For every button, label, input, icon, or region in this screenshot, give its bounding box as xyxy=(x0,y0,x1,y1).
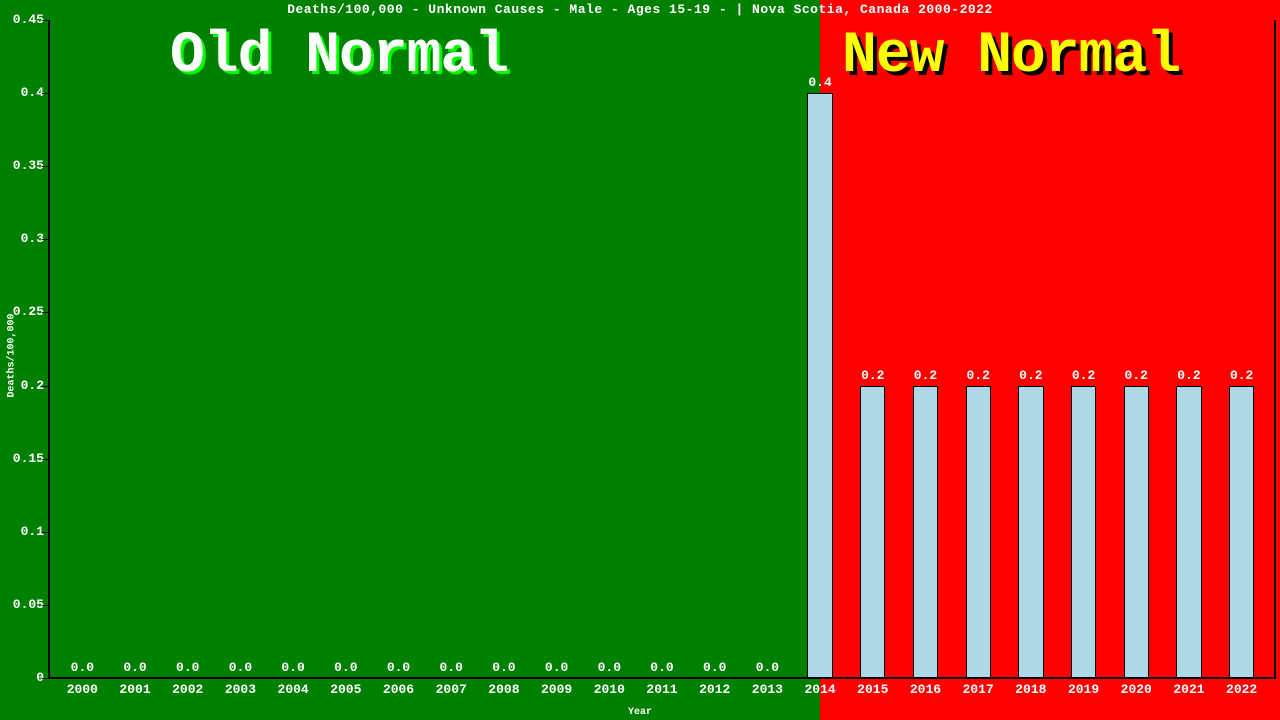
bar xyxy=(1071,386,1096,678)
y-tick-label: 0.4 xyxy=(4,85,44,100)
bar-value-label: 0.0 xyxy=(270,660,316,675)
bar xyxy=(1124,386,1149,678)
y-tick-mark xyxy=(42,93,48,94)
y-tick-label: 0.3 xyxy=(4,231,44,246)
bar-value-label: 0.0 xyxy=(217,660,263,675)
bar-value-label: 0.2 xyxy=(1166,368,1212,383)
background-left xyxy=(0,0,820,720)
y-tick-label: 0 xyxy=(4,670,44,685)
y-tick-mark xyxy=(42,386,48,387)
y-tick-label: 0.45 xyxy=(4,12,44,27)
x-tick-label: 2020 xyxy=(1111,682,1161,697)
x-tick-label: 2002 xyxy=(163,682,213,697)
x-tick-label: 2009 xyxy=(532,682,582,697)
bar xyxy=(1018,386,1043,678)
x-tick-label: 2013 xyxy=(742,682,792,697)
x-tick-label: 2008 xyxy=(479,682,529,697)
bar-value-label: 0.2 xyxy=(1008,368,1054,383)
y-axis-line xyxy=(48,20,50,678)
y-tick-mark xyxy=(42,605,48,606)
y-tick-label: 0.15 xyxy=(4,451,44,466)
x-tick-label: 2012 xyxy=(690,682,740,697)
bar-value-label: 0.2 xyxy=(850,368,896,383)
y-tick-label: 0.1 xyxy=(4,524,44,539)
bar-value-label: 0.0 xyxy=(534,660,580,675)
bar-value-label: 0.0 xyxy=(112,660,158,675)
x-tick-label: 2017 xyxy=(953,682,1003,697)
bar-value-label: 0.2 xyxy=(1113,368,1159,383)
x-tick-label: 2005 xyxy=(321,682,371,697)
bar-value-label: 0.0 xyxy=(59,660,105,675)
x-tick-label: 2016 xyxy=(900,682,950,697)
bar-value-label: 0.0 xyxy=(376,660,422,675)
y-tick-label: 0.35 xyxy=(4,158,44,173)
y-tick-mark xyxy=(42,20,48,21)
bar xyxy=(807,93,832,678)
background-right xyxy=(820,0,1280,720)
x-tick-label: 2019 xyxy=(1059,682,1109,697)
bar xyxy=(1176,386,1201,678)
bar xyxy=(966,386,991,678)
bar-value-label: 0.2 xyxy=(955,368,1001,383)
y-tick-mark xyxy=(42,678,48,679)
bar xyxy=(1229,386,1254,678)
y-tick-mark xyxy=(42,532,48,533)
x-tick-label: 2018 xyxy=(1006,682,1056,697)
bar-value-label: 0.0 xyxy=(692,660,738,675)
chart-title: Deaths/100,000 - Unknown Causes - Male -… xyxy=(0,2,1280,17)
x-tick-label: 2000 xyxy=(57,682,107,697)
plot-right-border xyxy=(1274,20,1276,678)
bar-value-label: 0.2 xyxy=(902,368,948,383)
x-tick-label: 2010 xyxy=(584,682,634,697)
x-axis-label: Year xyxy=(0,707,1280,718)
bar-value-label: 0.0 xyxy=(639,660,685,675)
bar xyxy=(860,386,885,678)
x-tick-label: 2006 xyxy=(374,682,424,697)
bar xyxy=(913,386,938,678)
bar-value-label: 0.2 xyxy=(1219,368,1265,383)
bar-value-label: 0.2 xyxy=(1061,368,1107,383)
x-tick-label: 2011 xyxy=(637,682,687,697)
y-tick-mark xyxy=(42,239,48,240)
x-tick-label: 2014 xyxy=(795,682,845,697)
y-tick-mark xyxy=(42,459,48,460)
bar-value-label: 0.0 xyxy=(586,660,632,675)
bar-value-label: 0.0 xyxy=(481,660,527,675)
y-tick-label: 0.2 xyxy=(4,378,44,393)
annotation-text: New Normal xyxy=(842,24,1180,89)
y-tick-label: 0.05 xyxy=(4,597,44,612)
annotation-text: Old Normal xyxy=(170,24,508,89)
y-tick-mark xyxy=(42,166,48,167)
x-tick-label: 2021 xyxy=(1164,682,1214,697)
x-tick-label: 2015 xyxy=(848,682,898,697)
x-tick-label: 2007 xyxy=(426,682,476,697)
bar-value-label: 0.0 xyxy=(428,660,474,675)
bar-value-label: 0.4 xyxy=(797,75,843,90)
x-tick-label: 2022 xyxy=(1217,682,1267,697)
bar-value-label: 0.0 xyxy=(744,660,790,675)
y-tick-label: 0.25 xyxy=(4,304,44,319)
x-tick-label: 2001 xyxy=(110,682,160,697)
bar-value-label: 0.0 xyxy=(165,660,211,675)
x-tick-label: 2004 xyxy=(268,682,318,697)
y-tick-mark xyxy=(42,312,48,313)
bar-value-label: 0.0 xyxy=(323,660,369,675)
x-tick-label: 2003 xyxy=(215,682,265,697)
chart-container: Deaths/100,000 - Unknown Causes - Male -… xyxy=(0,0,1280,720)
